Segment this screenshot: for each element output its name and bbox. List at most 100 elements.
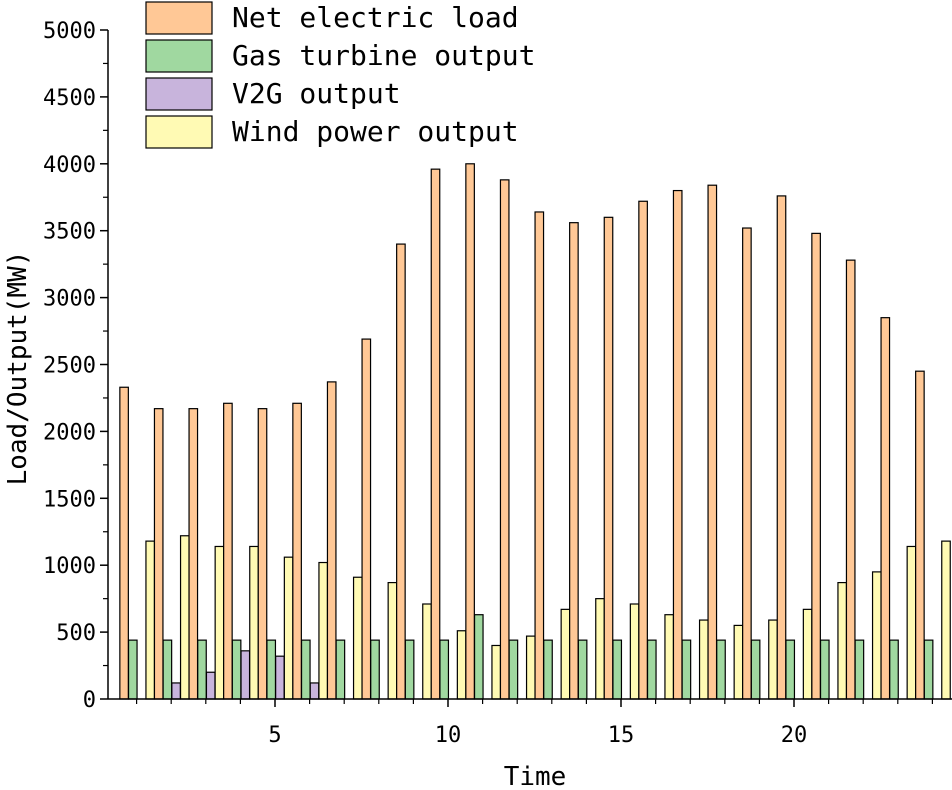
x-ticks: 5 10 15 20: [136, 699, 934, 748]
bar-net-electric-load: [880, 317, 891, 700]
legend-swatch: [145, 1, 213, 35]
bar-gas-turbine-output: [889, 639, 899, 700]
bar-wind-power-output: [664, 614, 675, 700]
y-tick-label: 3000: [43, 287, 96, 312]
bar-gas-turbine-output: [473, 614, 484, 700]
y-tick-label: 500: [56, 621, 96, 646]
bar-net-electric-load: [742, 227, 752, 700]
bar-gas-turbine-output: [162, 639, 173, 700]
bar-wind-power-output: [422, 603, 432, 700]
legend-swatch: [145, 39, 213, 73]
bar-net-electric-load: [672, 189, 683, 700]
bar-net-electric-load: [257, 408, 268, 700]
y-tick-label: 4000: [43, 153, 96, 178]
bar-wind-power-output: [179, 535, 190, 700]
bar-net-electric-load: [534, 211, 545, 700]
bar-net-electric-load: [499, 179, 510, 700]
bar-net-electric-load: [326, 381, 337, 700]
bar-gas-turbine-output: [854, 639, 865, 700]
bar-gas-turbine-output: [785, 639, 796, 700]
bar-wind-power-output: [560, 608, 571, 700]
bar-gas-turbine-output: [231, 639, 242, 700]
bar-wind-power-output: [145, 540, 156, 700]
legend-label: V2G output: [232, 77, 401, 110]
bar-gas-turbine-output: [370, 639, 380, 700]
y-tick-label: 1000: [43, 554, 96, 579]
bar-wind-power-output: [595, 598, 605, 700]
bar-wind-power-output: [249, 545, 259, 700]
x-tick-label: 10: [435, 723, 462, 748]
x-tick-label: 15: [608, 723, 635, 748]
bar-gas-turbine-output: [716, 639, 726, 700]
legend-swatch: [145, 115, 213, 149]
bar-wind-power-output: [629, 603, 640, 700]
bar-wind-power-output: [733, 624, 744, 700]
bar-net-electric-load: [465, 163, 475, 700]
bar-wind-power-output: [283, 556, 294, 700]
bar-wind-power-output: [525, 635, 536, 700]
bar-gas-turbine-output: [266, 639, 277, 700]
bar-gas-turbine-output: [439, 639, 450, 700]
bar-wind-power-output: [871, 571, 882, 700]
bar-gas-turbine-output: [197, 639, 207, 700]
bar-net-electric-load: [430, 168, 441, 700]
bar-wind-power-output: [802, 608, 813, 700]
y-tick-label: 0: [83, 688, 96, 713]
bar-wind-power-output: [491, 644, 502, 700]
bar-net-electric-load: [915, 370, 925, 700]
legend-label: Wind power output: [232, 115, 519, 148]
legend: Net electric load Gas turbine output V2G o…: [145, 1, 535, 149]
bar-gas-turbine-output: [577, 639, 588, 700]
x-tick-label: 20: [781, 723, 808, 748]
bar-net-electric-load: [569, 222, 579, 700]
bar-wind-power-output: [906, 545, 917, 700]
bar-gas-turbine-output: [750, 639, 761, 700]
legend-swatch: [145, 77, 213, 111]
bar-net-electric-load: [153, 408, 164, 700]
bar-gas-turbine-output: [127, 639, 138, 700]
y-tick-label: 2500: [43, 354, 96, 379]
bar-wind-power-output: [768, 619, 778, 700]
bar-wind-power-output: [698, 619, 709, 700]
bar-gas-turbine-output: [404, 639, 415, 700]
bar-gas-turbine-output: [543, 639, 553, 700]
bar-net-electric-load: [707, 184, 718, 700]
x-axis-title: Time: [504, 762, 567, 790]
bar-net-electric-load: [638, 200, 648, 700]
bar-v2g-output: [205, 671, 216, 700]
bar-net-electric-load: [188, 408, 199, 700]
bar-gas-turbine-output: [300, 639, 311, 700]
y-tick-label: 4500: [43, 86, 96, 111]
y-tick-label: 2000: [43, 420, 96, 445]
bar-gas-turbine-output: [612, 639, 623, 700]
bar-gas-turbine-output: [508, 639, 519, 700]
bar-net-electric-load: [223, 402, 233, 700]
y-ticks: 0 500 1000 1500 2000 2500 3000 3500 4000 4500 5000: [43, 19, 108, 713]
bar-v2g-output: [275, 655, 285, 700]
bar-gas-turbine-output: [681, 639, 692, 700]
y-tick-label: 5000: [43, 19, 96, 44]
bar-net-electric-load: [776, 195, 787, 700]
bar-wind-power-output: [941, 540, 951, 700]
bar-net-electric-load: [292, 402, 302, 700]
bar-net-electric-load: [119, 386, 129, 700]
y-tick-label: 1500: [43, 487, 96, 512]
y-tick-label: 3500: [43, 220, 96, 245]
legend-label: Net electric load: [232, 1, 519, 34]
bar-wind-power-output: [837, 581, 848, 700]
bars-group: [119, 163, 951, 700]
bar-wind-power-output: [352, 576, 363, 700]
bar-wind-power-output: [387, 581, 398, 700]
bar-wind-power-output: [318, 561, 329, 700]
bar-wind-power-output: [214, 545, 225, 700]
bar-net-electric-load: [361, 338, 372, 700]
legend-label: Gas turbine output: [232, 39, 535, 72]
bar-net-electric-load: [811, 232, 821, 700]
bar-v2g-output: [240, 650, 251, 700]
x-tick-label: 5: [268, 723, 281, 748]
bar-net-electric-load: [396, 243, 406, 700]
bar-gas-turbine-output: [923, 639, 934, 700]
y-axis-title: Load/Output(MW): [3, 251, 33, 486]
bar-gas-turbine-output: [819, 639, 830, 700]
